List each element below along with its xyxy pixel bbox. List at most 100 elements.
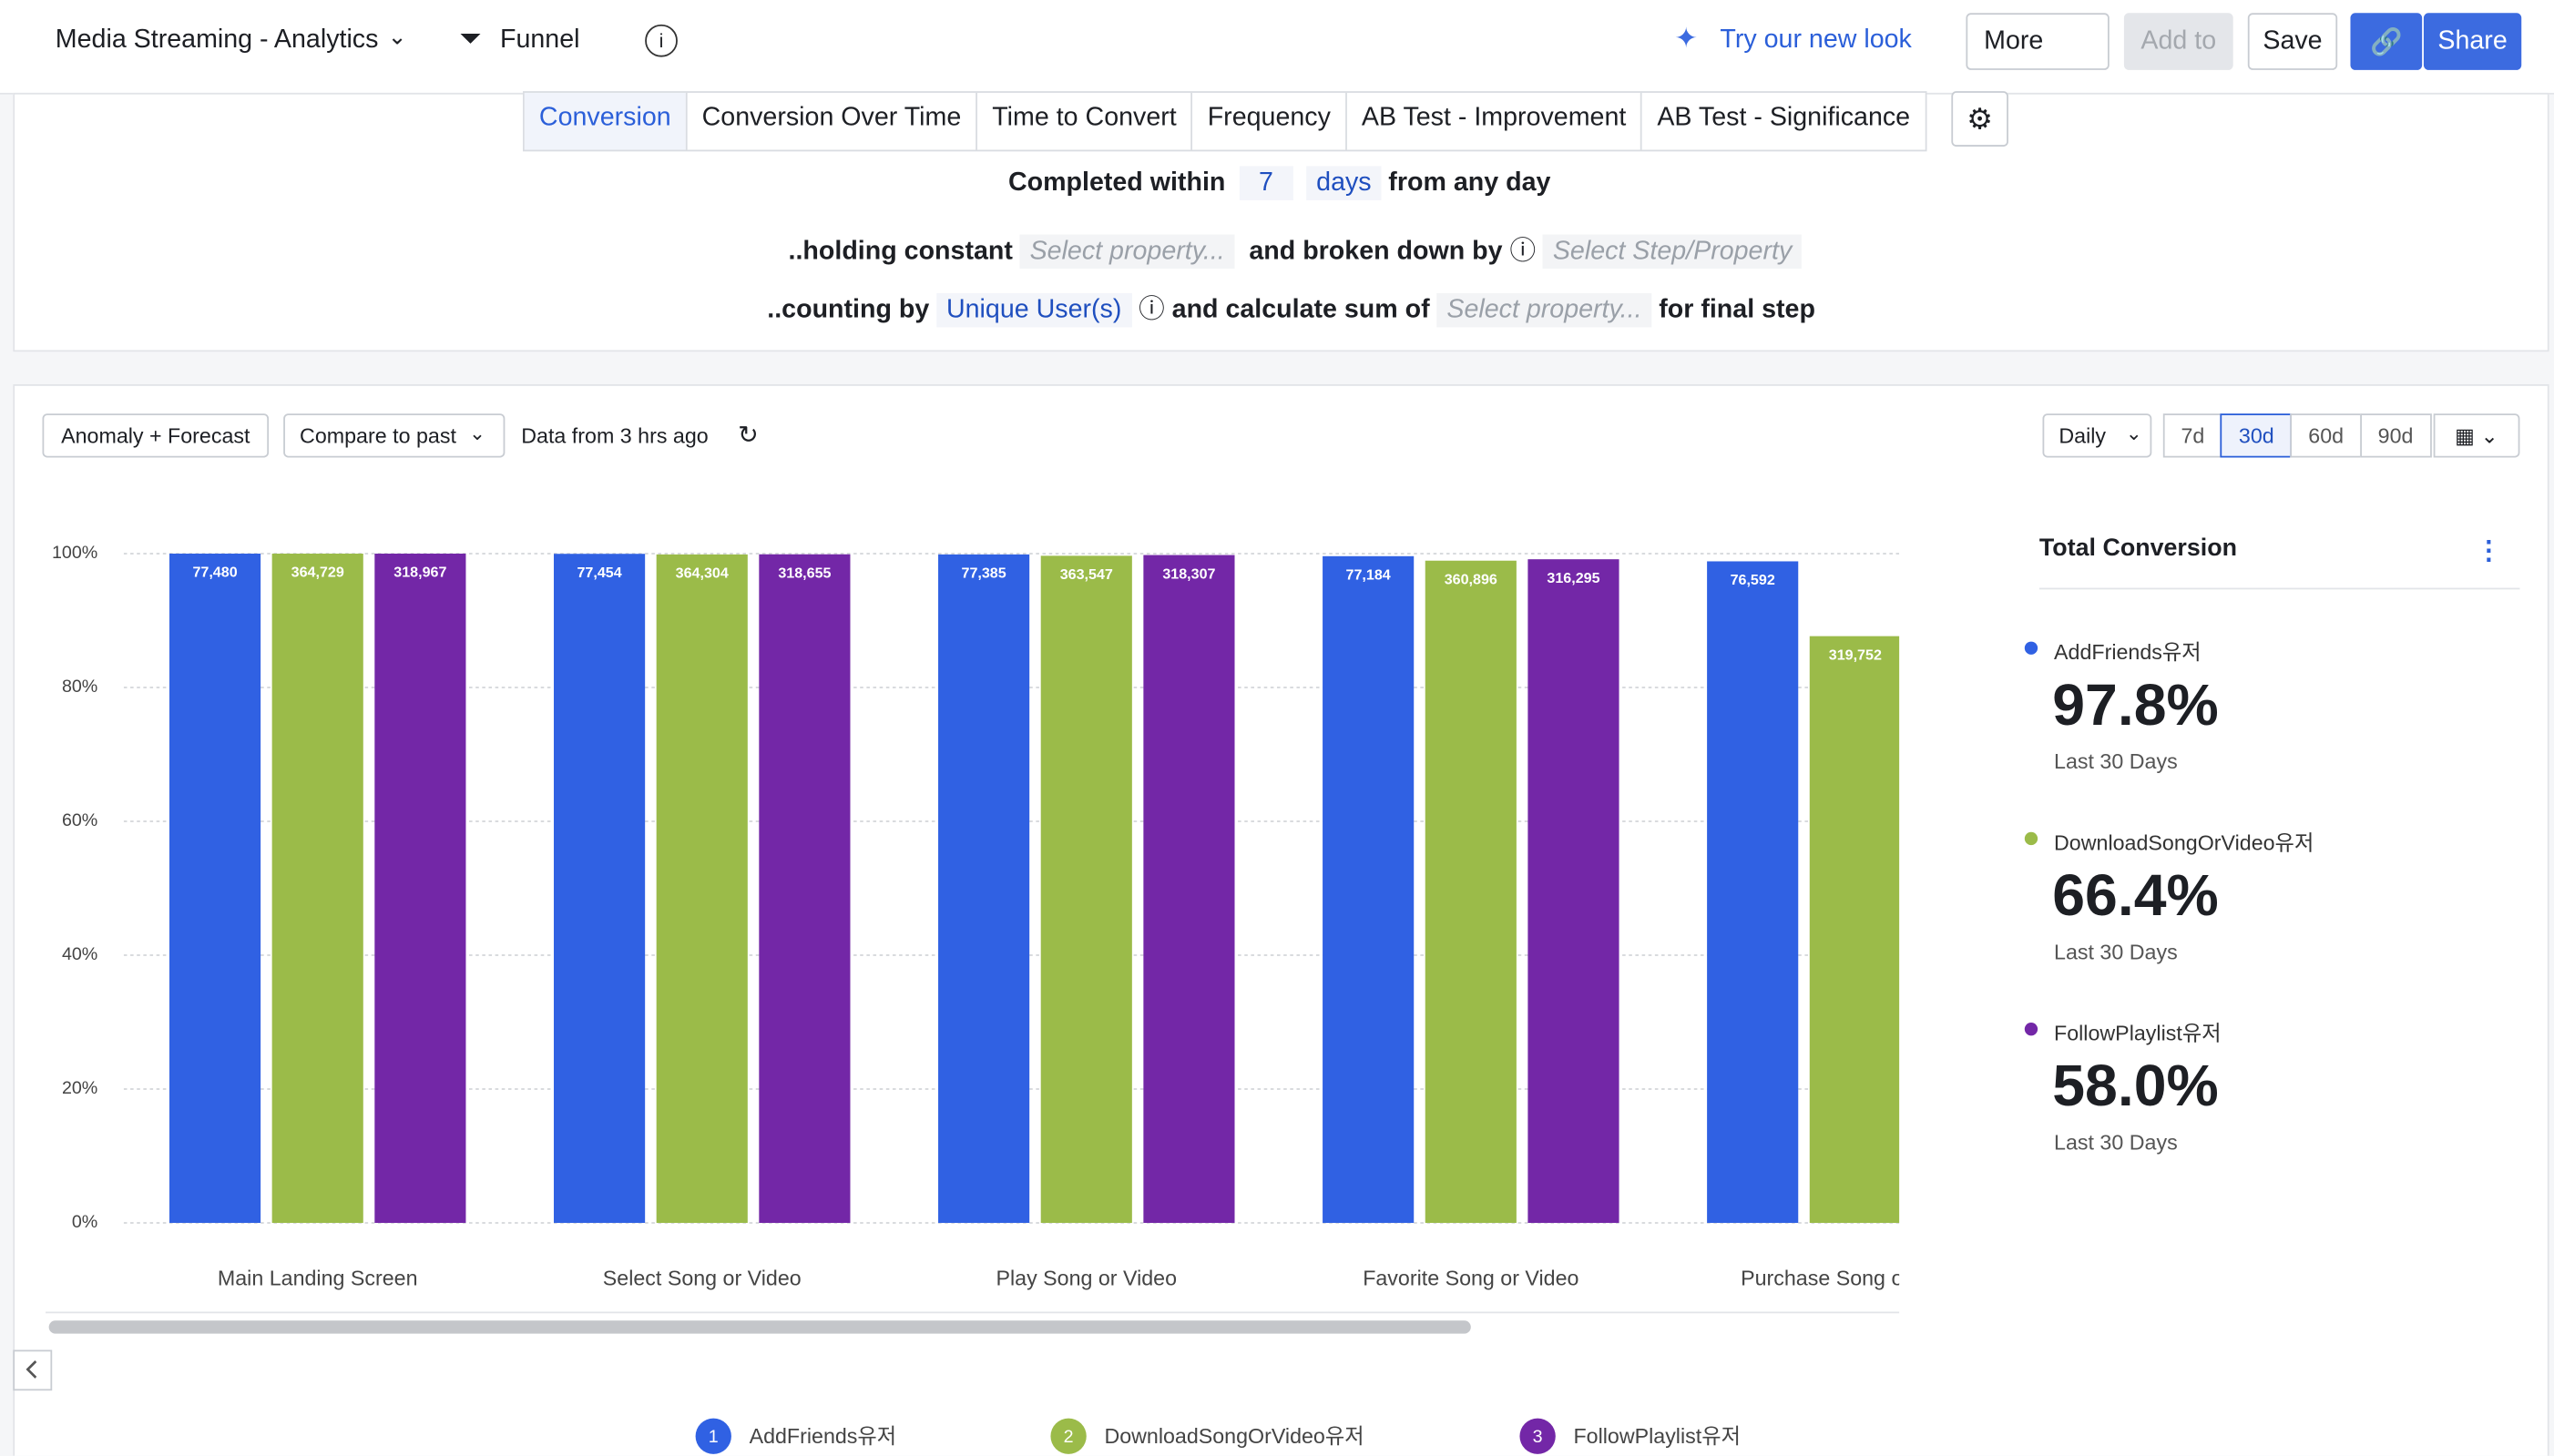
tab[interactable]: Conversion Over Time xyxy=(685,92,976,150)
x-tick-label: Purchase Song or Video xyxy=(1741,1267,1969,1290)
summary-name: FollowPlaylist유저 xyxy=(2054,1021,2222,1046)
summary-dot xyxy=(2024,641,2038,655)
anomaly-button[interactable]: Anomaly + Forecast xyxy=(42,413,270,458)
bar xyxy=(1143,555,1235,1223)
row-1: Completed within 7 days from any day xyxy=(1007,166,1550,200)
legend-marker xyxy=(695,1418,731,1454)
summary-period: Last 30 Days xyxy=(2054,748,2178,774)
value-label: 77,385 xyxy=(962,565,1006,582)
scroll-thumb[interactable] xyxy=(48,1320,1471,1334)
link-button[interactable]: 🔗 xyxy=(2350,13,2423,70)
summary-value: 66.4% xyxy=(2052,860,2219,929)
value-label: 364,729 xyxy=(291,565,344,581)
y-tick-label: 60% xyxy=(62,810,97,830)
interval-select[interactable]: Daily xyxy=(2042,413,2152,458)
refresh-icon[interactable]: ↻ xyxy=(738,422,759,450)
bar xyxy=(1527,559,1619,1223)
calendar-button[interactable]: ▦ ⌄ xyxy=(2433,413,2520,458)
label: ..counting by xyxy=(767,296,930,324)
view-type[interactable]: Funnel xyxy=(499,25,580,55)
days-input[interactable]: 7 xyxy=(1239,166,1293,200)
value-label: 360,896 xyxy=(1445,571,1497,587)
tab[interactable]: Frequency xyxy=(1190,92,1345,150)
bar xyxy=(1323,555,1415,1223)
summary-name: DownloadSongOrVideo유저 xyxy=(2054,830,2314,855)
plot: Main Landing Screen 77,480 364,729 318,967 S… xyxy=(123,553,1969,1290)
value-label: 364,304 xyxy=(676,565,729,582)
try-new-look[interactable]: Try our new look xyxy=(1720,25,1912,55)
legend-label[interactable]: DownloadSongOrVideo유저 xyxy=(1104,1424,1364,1448)
x-tick-label: Favorite Song or Video xyxy=(1363,1267,1578,1290)
caret: ⌄ xyxy=(387,23,407,49)
legend-label[interactable]: FollowPlaylist유저 xyxy=(1573,1424,1741,1448)
step-select[interactable]: Select Step/Property xyxy=(1543,234,1802,270)
bar xyxy=(759,554,851,1223)
tab[interactable]: AB Test - Significance xyxy=(1640,92,1925,150)
y-tick-label: 80% xyxy=(62,677,97,697)
bar xyxy=(938,554,1030,1223)
x-tick-label: Main Landing Screen xyxy=(218,1267,418,1290)
label: ..holding constant xyxy=(788,238,1013,266)
tab[interactable]: AB Test - Improvement xyxy=(1344,92,1640,150)
value-label: 363,547 xyxy=(1060,566,1113,583)
compare-button[interactable]: Compare to past xyxy=(283,413,506,458)
tab[interactable]: Time to Convert xyxy=(976,92,1190,150)
bar xyxy=(374,554,466,1223)
summary-value: 97.8% xyxy=(2052,670,2219,738)
label: and calculate sum of xyxy=(1171,296,1430,324)
bar xyxy=(656,554,748,1223)
row-2: ..holding constant Select property... an… xyxy=(788,228,1802,270)
summary-dot xyxy=(2024,1023,2038,1036)
summary-dot xyxy=(2024,831,2038,846)
x-tick-label: Play Song or Video xyxy=(996,1267,1178,1290)
data-freshness: Data from 3 hrs ago xyxy=(521,423,709,448)
bar xyxy=(1809,636,1900,1223)
summary-panel: Total Conversion ⋮ AddFriends유저 97.8% Last 3… xyxy=(2019,521,2524,1205)
value-label: 316,295 xyxy=(1547,570,1599,586)
legend-number: 1 xyxy=(709,1427,719,1447)
y-tick-label: 20% xyxy=(62,1078,97,1098)
legend-number: 3 xyxy=(1533,1427,1543,1447)
days-select[interactable]: days xyxy=(1306,166,1382,200)
y-tick-label: 40% xyxy=(62,944,97,964)
caret: ⌄ xyxy=(469,422,486,445)
summary-period: Last 30 Days xyxy=(2054,939,2178,964)
value-label: 318,967 xyxy=(393,565,446,581)
more-button[interactable]: More xyxy=(1966,13,2110,70)
property-select[interactable]: Select property... xyxy=(1019,234,1235,270)
summary-period: Last 30 Days xyxy=(2054,1130,2178,1155)
bar xyxy=(554,554,646,1223)
value-label: 77,480 xyxy=(192,565,237,581)
value-label: 319,752 xyxy=(1829,647,1882,663)
dashboard-title[interactable]: Media Streaming - Analytics xyxy=(55,25,379,55)
range-button[interactable]: 30d xyxy=(2221,413,2293,458)
range-button[interactable]: 7d xyxy=(2162,413,2223,458)
summary-name: AddFriends유저 xyxy=(2054,639,2202,665)
range-button[interactable]: 60d xyxy=(2290,413,2362,458)
legend-label[interactable]: AddFriends유저 xyxy=(750,1424,897,1448)
tab[interactable]: Conversion xyxy=(524,92,686,150)
row-3: ..counting by Unique User(s) ⓘ and calcu… xyxy=(767,287,1815,328)
save-button[interactable]: Save xyxy=(2247,13,2338,70)
x-tick-label: Select Song or Video xyxy=(603,1267,802,1290)
add-to-button[interactable]: Add to xyxy=(2123,13,2233,70)
bar xyxy=(1040,555,1132,1223)
label: Completed within xyxy=(1007,168,1226,198)
kebab-menu[interactable]: ⋮ xyxy=(2476,537,2502,565)
label: for final step xyxy=(1659,296,1815,324)
scroll-left-button[interactable] xyxy=(13,1349,53,1391)
settings-button[interactable]: ⚙ xyxy=(1951,91,2008,147)
share-button[interactable]: Share xyxy=(2423,13,2522,70)
property-select[interactable]: Select property... xyxy=(1436,292,1652,328)
summary-value: 58.0% xyxy=(2052,1052,2219,1119)
info-icon[interactable]: i xyxy=(645,24,678,57)
bar xyxy=(271,554,363,1223)
legend-marker xyxy=(1519,1418,1556,1454)
range-group: 7d 30d 60d 90d xyxy=(2162,413,2432,458)
count-select[interactable]: Unique User(s) xyxy=(936,292,1132,328)
value-label: 76,592 xyxy=(1731,572,1775,588)
range-button[interactable]: 90d xyxy=(2359,413,2432,458)
